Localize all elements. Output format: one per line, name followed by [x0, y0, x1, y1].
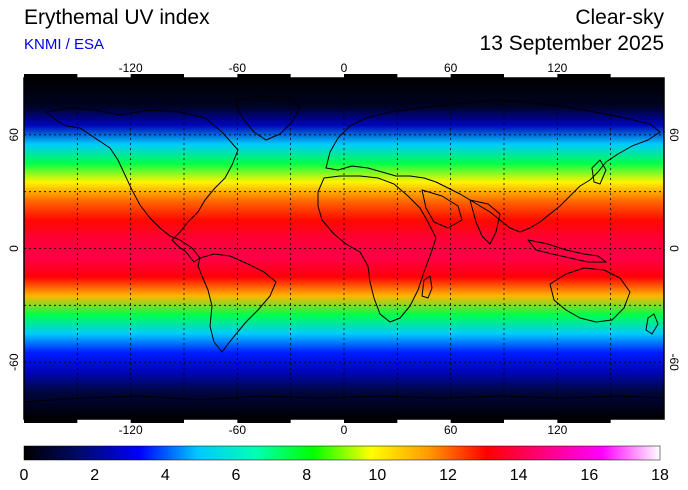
map-panel: [23, 74, 665, 423]
frame-band: [450, 74, 504, 78]
colorbar-frame: [23, 445, 661, 461]
colorbar-tick-label: 10: [368, 467, 386, 484]
frame-band: [344, 419, 398, 423]
lon-label-top: 60: [444, 61, 458, 75]
frame-band: [237, 74, 291, 78]
frame-band: [450, 419, 504, 423]
coast-north-america: [45, 107, 239, 263]
coast-eurasia: [325, 99, 661, 233]
colorbar-tick-label: 14: [510, 467, 528, 484]
colorbar-labels: 0 2 4 6 8 10 12 14 16 18: [20, 467, 669, 484]
lat-label-right: 60: [667, 128, 681, 142]
frame-band: [24, 74, 78, 78]
map-date: 13 September 2025: [479, 32, 664, 55]
lon-label-top: 0: [341, 61, 348, 75]
lon-labels-top: -120 -60 0 60 120: [119, 61, 568, 75]
coast-indonesia: [527, 239, 607, 263]
coast-antarctica: [24, 395, 664, 403]
frame-band: [24, 419, 78, 423]
lon-label-top: -60: [229, 61, 247, 75]
coast-india: [469, 199, 501, 245]
lat-label-left: -60: [7, 353, 21, 371]
coast-madagascar: [421, 275, 433, 299]
map-title: Erythemal UV index: [24, 6, 210, 29]
source-credit: KNMI / ESA: [24, 36, 105, 53]
frame-band: [237, 419, 291, 423]
lon-label-bottom: -60: [229, 423, 247, 437]
lat-labels-left: 60 0 -60: [7, 128, 21, 371]
coast-australia: [549, 267, 631, 323]
lon-label-bottom: 120: [547, 423, 567, 437]
colorbar-tick-label: 4: [161, 467, 170, 484]
frame-band: [557, 419, 611, 423]
colorbar-tick-label: 16: [580, 467, 598, 484]
lat-label-right: -60: [667, 353, 681, 371]
colorbar-tick-label: 8: [302, 467, 311, 484]
frame-band: [130, 74, 184, 78]
coast-arabia: [421, 189, 463, 229]
colorbar-gradient: [24, 446, 660, 460]
colorbar-tick-label: 6: [232, 467, 241, 484]
coastlines: [24, 95, 664, 403]
lon-label-top: -120: [119, 61, 143, 75]
frame-band: [557, 74, 611, 78]
coast-japan: [591, 159, 607, 185]
lat-label-left: 0: [7, 245, 21, 252]
coast-south-america: [197, 253, 277, 353]
lon-labels-bottom: -120 -60 0 60 120: [119, 423, 568, 437]
colorbar-tick-label: 0: [20, 467, 29, 484]
lat-labels-right: 60 0 -60: [667, 128, 681, 371]
colorbar: 0 2 4 6 8 10 12 14 16 18: [20, 445, 669, 484]
frame-band: [344, 74, 398, 78]
lon-label-bottom: 0: [341, 423, 348, 437]
sky-condition: Clear-sky: [575, 6, 664, 29]
frame-tick-bands: [24, 74, 611, 423]
lat-label-right: 0: [667, 245, 681, 252]
lat-label-left: 60: [7, 128, 21, 142]
lon-label-bottom: -120: [119, 423, 143, 437]
lon-label-top: 120: [547, 61, 567, 75]
coast-africa: [317, 175, 437, 323]
colorbar-tick-label: 12: [439, 467, 457, 484]
coast-new-zealand: [645, 313, 659, 335]
colorbar-tick-label: 18: [651, 467, 669, 484]
lon-label-bottom: 60: [444, 423, 458, 437]
graticule: [24, 78, 664, 419]
coast-greenland: [235, 95, 301, 141]
frame-band: [130, 419, 184, 423]
colorbar-tick-label: 2: [90, 467, 99, 484]
